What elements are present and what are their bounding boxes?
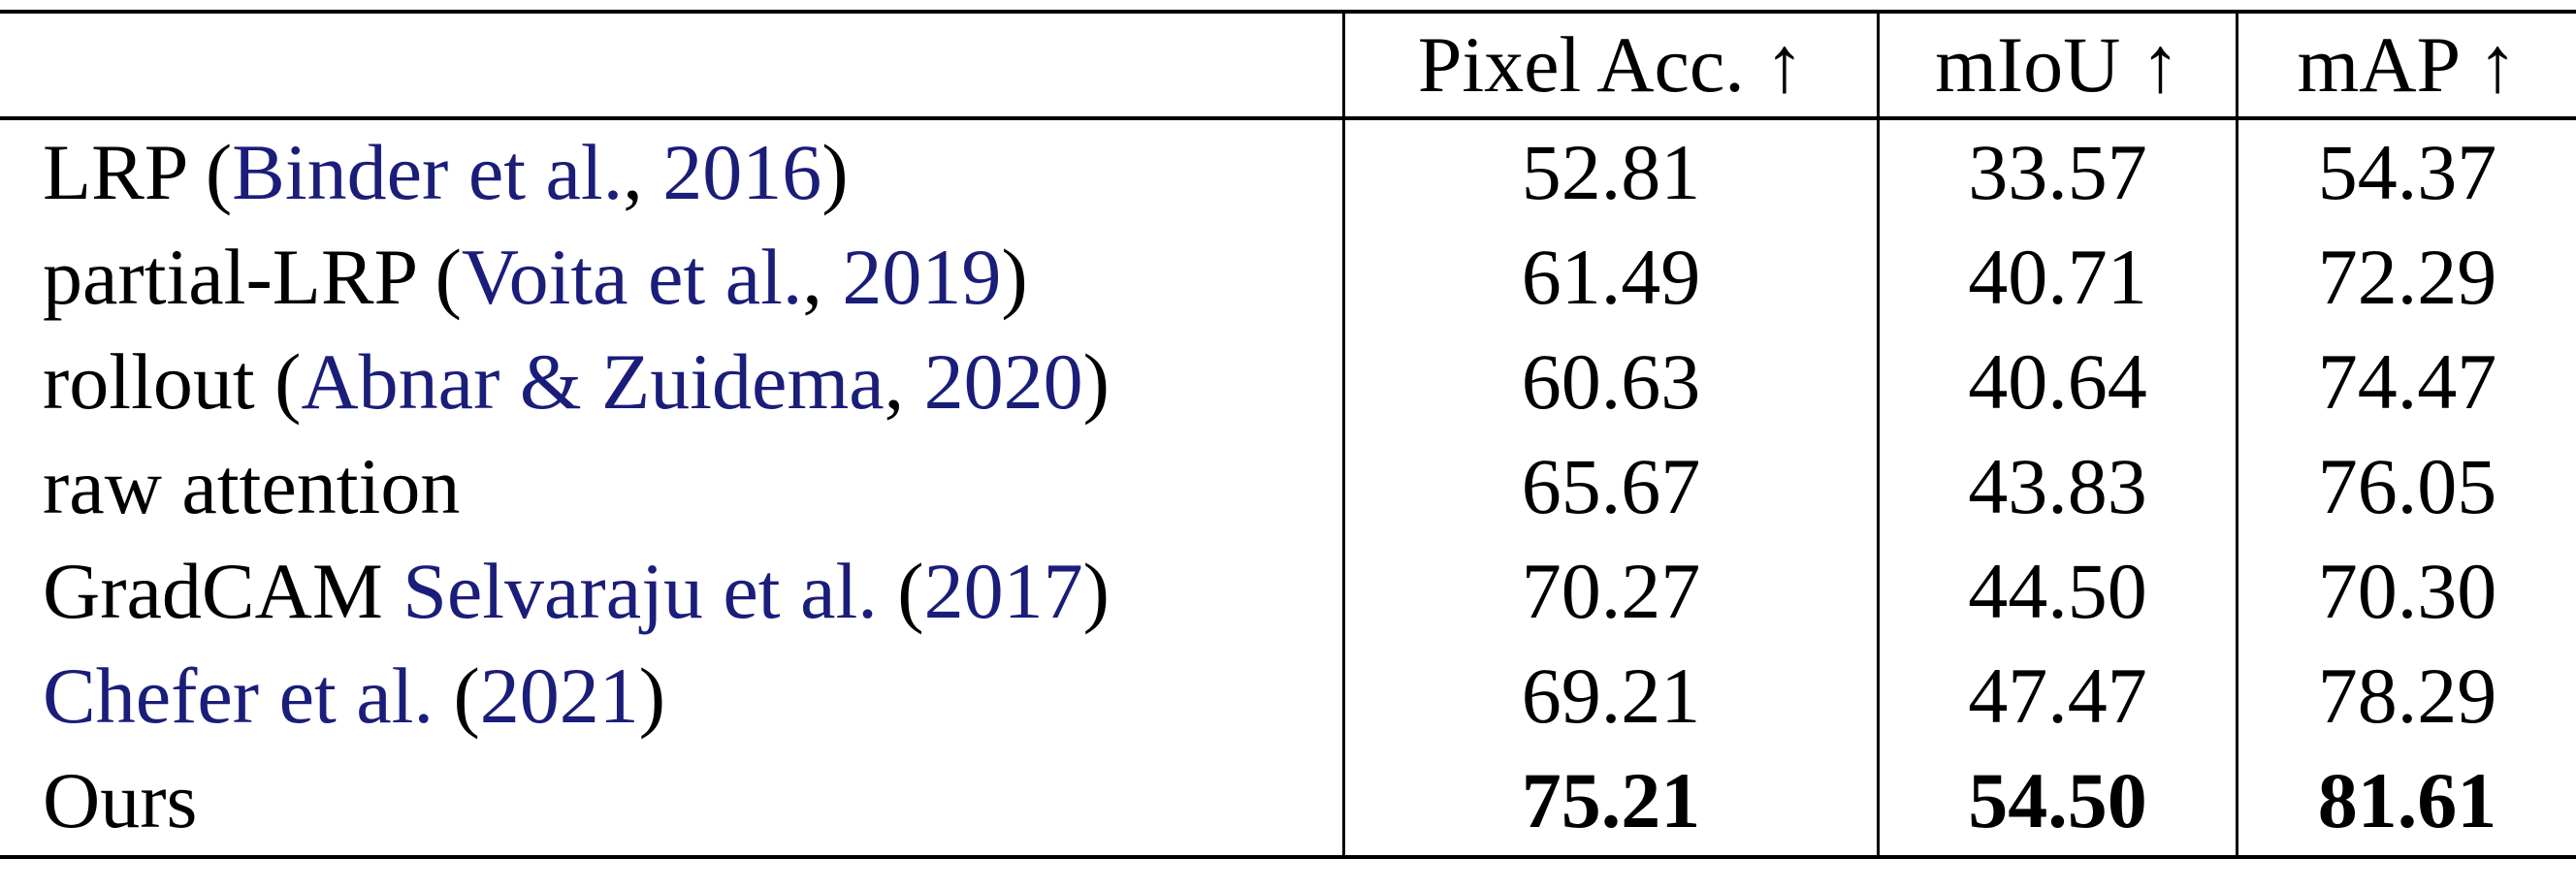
column-divider — [2236, 10, 2238, 859]
citation-link[interactable]: Voita et al. — [461, 233, 803, 321]
header-map: mAP ↑ — [2297, 20, 2518, 109]
method-cell: rollout (Abnar & Zuidema, 2020) — [43, 330, 1333, 434]
paren-open: ( — [274, 337, 302, 426]
miou-cell: 40.71 — [1968, 233, 2147, 321]
paren-close: ) — [821, 128, 849, 216]
miou-cell: 43.83 — [1968, 442, 2147, 530]
header-pixel-acc: Pixel Acc. ↑ — [1417, 20, 1805, 109]
miou-cell-best: 54.50 — [1968, 756, 2147, 844]
table-row: GradCAM Selvaraju et al. (2017) 70.27 44… — [0, 539, 2576, 644]
table-row: LRP (Binder et al., 2016) 52.81 33.57 54… — [0, 120, 2576, 225]
table-row: partial-LRP (Voita et al., 2019) 61.49 4… — [0, 225, 2576, 330]
paren-open: ( — [205, 128, 233, 216]
paren-close: ) — [1082, 337, 1110, 426]
pixel-acc-cell: 61.49 — [1521, 233, 1701, 321]
miou-cell: 33.57 — [1968, 128, 2147, 216]
miou-cell: 47.47 — [1968, 652, 2147, 740]
paren-close: ) — [638, 652, 666, 740]
method-name: raw attention — [43, 442, 461, 530]
citation-year[interactable]: 2020 — [923, 337, 1083, 426]
paren-open: ( — [877, 547, 924, 635]
map-cell: 72.29 — [2317, 233, 2497, 321]
method-cell: partial-LRP (Voita et al., 2019) — [43, 225, 1333, 330]
citation-link[interactable]: Chefer et al. — [43, 652, 434, 740]
top-rule — [0, 10, 2576, 14]
table-row: raw attention 65.67 43.83 76.05 — [0, 434, 2576, 539]
pixel-acc-cell: 60.63 — [1521, 337, 1701, 426]
map-cell: 54.37 — [2317, 128, 2497, 216]
pixel-acc-cell: 52.81 — [1521, 128, 1701, 216]
citation-year[interactable]: 2019 — [842, 233, 1002, 321]
method-name: rollout — [43, 337, 275, 426]
table-row: rollout (Abnar & Zuidema, 2020) 60.63 40… — [0, 330, 2576, 434]
paren-close: ) — [1082, 547, 1110, 635]
citation-link[interactable]: Abnar & Zuidema — [301, 337, 885, 426]
citation-link[interactable]: Binder et al. — [232, 128, 624, 216]
paren-close: ) — [1001, 233, 1028, 321]
header-miou: mIoU ↑ — [1935, 20, 2180, 109]
header-rule — [0, 116, 2576, 120]
method-cell: GradCAM Selvaraju et al. (2017) — [43, 539, 1333, 644]
pixel-acc-cell: 69.21 — [1521, 652, 1701, 740]
miou-cell: 44.50 — [1968, 547, 2147, 635]
map-cell: 70.30 — [2317, 547, 2497, 635]
citation-sep: , — [884, 337, 924, 426]
method-cell: Ours — [43, 748, 1333, 853]
method-name: partial-LRP — [43, 233, 435, 321]
map-cell: 74.47 — [2317, 337, 2497, 426]
map-cell: 76.05 — [2317, 442, 2497, 530]
map-cell: 78.29 — [2317, 652, 2497, 740]
column-divider — [1342, 10, 1345, 859]
method-cell: Chefer et al. (2021) — [43, 644, 1333, 748]
citation-link[interactable]: Selvaraju et al. — [402, 547, 878, 635]
miou-cell: 40.64 — [1968, 337, 2147, 426]
pixel-acc-cell: 65.67 — [1521, 442, 1701, 530]
method-cell: LRP (Binder et al., 2016) — [43, 120, 1333, 225]
method-cell: raw attention — [43, 434, 1333, 539]
pixel-acc-cell-best: 75.21 — [1521, 756, 1701, 844]
method-name: Ours — [43, 756, 198, 844]
paren-open: ( — [433, 652, 480, 740]
citation-sep: , — [623, 128, 663, 216]
method-name: LRP — [43, 128, 206, 216]
table-row: Ours 75.21 54.50 81.61 — [0, 748, 2576, 853]
citation-year[interactable]: 2021 — [479, 652, 639, 740]
citation-year[interactable]: 2016 — [662, 128, 822, 216]
column-divider — [1877, 10, 1880, 859]
citation-sep: , — [802, 233, 843, 321]
table-row: Chefer et al. (2021) 69.21 47.47 78.29 — [0, 644, 2576, 748]
map-cell-best: 81.61 — [2317, 756, 2497, 844]
method-name: GradCAM — [43, 547, 403, 635]
citation-year[interactable]: 2017 — [923, 547, 1083, 635]
paren-open: ( — [435, 233, 462, 321]
bottom-rule — [0, 855, 2576, 859]
pixel-acc-cell: 70.27 — [1521, 547, 1701, 635]
